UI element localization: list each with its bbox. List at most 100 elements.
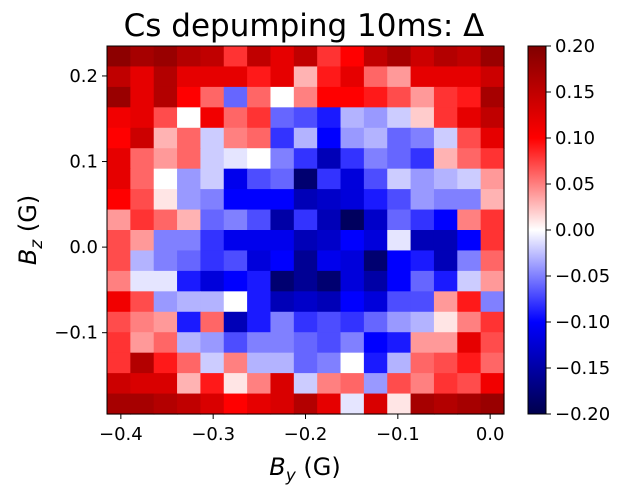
heatmap-cell [480,46,505,68]
heatmap-cell [410,86,435,108]
heatmap-cell [130,189,155,211]
heatmap-cell [317,311,342,333]
heatmap-cell [247,270,272,292]
heatmap-cell [363,291,388,313]
heatmap-cell [177,209,202,231]
heatmap-cell [200,209,225,231]
colorbar-axis: −0.20 −0.15 −0.10 −0.05 0.00 0.05 0.10 0.15 0.20 [546,36,610,425]
heatmap-cell [177,352,202,374]
heatmap-cell [270,66,295,88]
heatmap-cell [457,148,482,170]
heatmap-cell [177,189,202,211]
heatmap-cell [363,127,388,149]
colorbar-tick-label: −0.10 [555,312,610,333]
heatmap-cell [293,148,318,170]
heatmap-cell [153,86,178,108]
heatmap-cell [247,291,272,313]
heatmap-cell [317,352,342,374]
heatmap-cell [480,373,505,395]
heatmap-cell [340,86,365,108]
heatmap-cell [317,127,342,149]
heatmap-cell [433,148,458,170]
heatmap-cell [457,250,482,272]
heatmap-cell [340,127,365,149]
heatmap-cell [153,127,178,149]
heatmap-cell [410,189,435,211]
heatmap-cell [433,46,458,68]
heatmap-cell [293,209,318,231]
heatmap-cell [153,373,178,395]
heatmap-cell [270,393,295,415]
heatmap-cell [270,148,295,170]
heatmap-cell [387,332,412,354]
heatmap-cell [410,250,435,272]
heatmap-cell [433,352,458,374]
heatmap-cell [153,250,178,272]
heatmap-cell [457,373,482,395]
heatmap-cell [270,311,295,333]
heatmap-cell [130,86,155,108]
heatmap-cell [293,291,318,313]
heatmap-cell [410,66,435,88]
heatmap-cell [107,66,131,88]
heatmap-cell [130,332,155,354]
heatmap-cell [457,230,482,252]
heatmap-cell [293,46,318,68]
y-axis-label-unit: (G) [14,195,42,240]
heatmap-cell [387,86,412,108]
heatmap-cell [433,393,458,415]
x-axis-label: By (G) [269,453,340,486]
heatmap-cell [223,168,248,190]
heatmap-cell [480,332,505,354]
heatmap-cell [410,352,435,374]
heatmap-cell [177,168,202,190]
heatmap-cell [130,270,155,292]
heatmap-cell [270,291,295,313]
heatmap-cell [223,250,248,272]
heatmap-cell [270,230,295,252]
heatmap-cell [130,148,155,170]
heatmap-cell [363,148,388,170]
heatmap-cell [293,66,318,88]
heatmap-cell [177,332,202,354]
heatmap-cell [153,107,178,129]
heatmap-cell [433,209,458,231]
heatmap-cell [340,270,365,292]
heatmap-cell [480,168,505,190]
heatmap-cell [107,230,131,252]
heatmap-cell [270,270,295,292]
heatmap-cell [340,107,365,129]
heatmap-cell [457,66,482,88]
heatmap-cell [410,168,435,190]
heatmap-cell [107,373,131,395]
heatmap-cell [270,373,295,395]
heatmap-cell [317,270,342,292]
heatmap-cell [340,332,365,354]
heatmap-cell [363,86,388,108]
heatmap-cell [107,209,131,231]
heatmap-cell [107,250,131,272]
heatmap-cell [387,189,412,211]
y-axis-label-subscript: z [27,239,47,250]
heatmap-cell [363,107,388,129]
heatmap-cell [177,250,202,272]
heatmap-cell [433,230,458,252]
heatmap-cell [200,250,225,272]
y-tick-label: −0.1 [54,323,98,344]
heatmap-cell [363,209,388,231]
heatmap-cell [387,291,412,313]
heatmap-cell [340,209,365,231]
heatmap-cell [223,46,248,68]
x-axis-label-symbol: B [269,453,285,481]
heatmap-cell [363,230,388,252]
heatmap-cell [153,332,178,354]
heatmap-cell [457,311,482,333]
heatmap-cell [363,168,388,190]
heatmap-cell [410,291,435,313]
heatmap-cell [317,291,342,313]
heatmap-cell [177,230,202,252]
heatmap-cell [177,270,202,292]
heatmap-cell [410,230,435,252]
heatmap-cell [247,311,272,333]
